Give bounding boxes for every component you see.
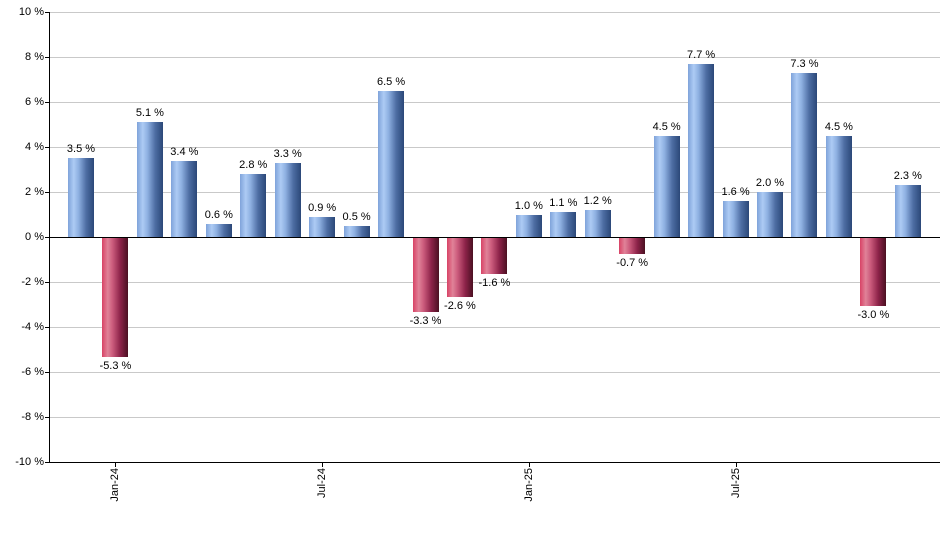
y-axis-tick <box>45 417 49 418</box>
gridline <box>49 102 940 103</box>
bar-value-label: -1.6 % <box>478 277 511 289</box>
y-axis-label: 0 % <box>25 231 44 243</box>
x-axis-label: Jul-24 <box>316 468 329 498</box>
x-axis-tick <box>735 463 737 467</box>
y-axis-tick <box>45 147 49 148</box>
bar <box>757 192 783 237</box>
gridline <box>49 372 940 373</box>
bar <box>825 135 852 237</box>
bar-value-label: 4.5 % <box>824 120 853 133</box>
bar-value-label: 1.1 % <box>549 197 578 210</box>
y-axis-label: -6 % <box>21 366 44 378</box>
y-axis-tick <box>45 462 49 463</box>
bar <box>894 185 921 237</box>
bar-value-label: 1.6 % <box>721 186 750 198</box>
y-axis-line <box>49 12 50 463</box>
bar <box>378 90 405 237</box>
bar <box>515 214 542 237</box>
x-axis-label: Jan-25 <box>522 468 535 502</box>
y-axis-tick <box>45 282 49 283</box>
y-axis-tick <box>45 192 49 193</box>
bar-value-label: 0.6 % <box>204 208 233 221</box>
y-axis-label: -2 % <box>21 276 44 288</box>
y-axis-label: 2 % <box>25 186 44 198</box>
bar <box>688 63 715 237</box>
bar <box>343 225 370 237</box>
gridline <box>49 12 940 13</box>
gridline <box>49 57 940 58</box>
bar-value-label: 2.3 % <box>893 170 922 183</box>
bar-value-label: 3.4 % <box>170 145 199 158</box>
bar-value-label: 3.3 % <box>273 147 302 160</box>
zero-gridline <box>49 237 940 238</box>
bar <box>205 223 232 237</box>
gridline <box>49 327 940 328</box>
gridline <box>49 462 940 463</box>
y-axis-label: -10 % <box>15 456 44 468</box>
x-axis-label: Jan-24 <box>109 468 122 502</box>
bar <box>653 135 680 237</box>
bar-value-label: 5.1 % <box>135 107 164 120</box>
bar <box>550 212 577 237</box>
y-axis-tick <box>45 237 49 238</box>
bar-value-label: -3.3 % <box>409 315 442 328</box>
bar <box>791 72 818 237</box>
bar-value-label: 0.9 % <box>308 201 337 214</box>
x-axis-tick <box>322 463 324 467</box>
bar-value-label: 4.5 % <box>652 120 681 133</box>
y-axis-label: 8 % <box>25 51 44 63</box>
y-axis-label: -4 % <box>21 321 44 333</box>
y-axis-tick <box>45 57 49 58</box>
bar-value-label: 0.5 % <box>342 210 371 223</box>
bar <box>136 122 163 237</box>
bar <box>274 162 301 237</box>
y-axis-tick <box>45 102 49 103</box>
bar-value-label: -3.0 % <box>857 308 890 321</box>
gridline <box>49 417 940 418</box>
y-axis-label: 10 % <box>18 6 44 18</box>
y-axis-label: -8 % <box>21 411 44 423</box>
bar <box>619 238 646 254</box>
bar-value-label: 3.5 % <box>66 143 96 156</box>
x-axis-label: Jul-25 <box>729 468 742 498</box>
bar <box>860 238 887 306</box>
bar <box>240 174 267 237</box>
bar <box>584 210 611 237</box>
bar-value-label: 2.0 % <box>755 177 785 189</box>
bar-value-label: -2.6 % <box>444 299 476 312</box>
bar-value-label: 6.5 % <box>376 75 406 88</box>
bar-value-label: 1.0 % <box>514 199 543 212</box>
bar <box>68 158 94 237</box>
gridline <box>49 147 940 148</box>
y-axis-tick <box>45 372 49 373</box>
bar-value-label: 1.2 % <box>583 195 612 207</box>
bar <box>446 238 473 297</box>
bar-value-label: -0.7 % <box>616 256 649 269</box>
gridline <box>49 192 940 193</box>
bar-value-label: 7.3 % <box>790 57 819 70</box>
bar <box>171 160 198 237</box>
bar <box>102 238 129 358</box>
x-axis-tick <box>528 463 530 467</box>
y-axis-label: 6 % <box>25 96 44 108</box>
bar-value-label: 7.7 % <box>687 48 716 61</box>
bar <box>722 201 749 237</box>
y-axis-tick <box>45 327 49 328</box>
bar <box>412 238 439 313</box>
bar-value-label: -5.3 % <box>99 360 132 373</box>
y-axis-label: 4 % <box>25 141 44 153</box>
bar-value-label: 2.8 % <box>239 159 268 171</box>
x-axis-tick <box>115 463 117 467</box>
y-axis-tick <box>45 12 49 13</box>
gridline <box>49 282 940 283</box>
bar <box>309 216 336 237</box>
bar <box>481 238 508 274</box>
